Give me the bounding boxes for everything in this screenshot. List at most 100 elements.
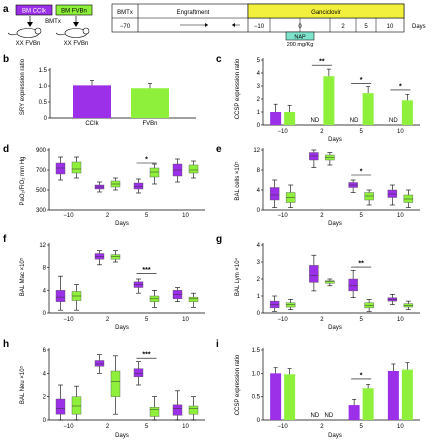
timeline-arrow-mid-head xyxy=(205,23,208,27)
ytick-i-0: 0 xyxy=(257,418,261,424)
box-d-s1-g0 xyxy=(71,161,82,174)
xtick-c-1: 2 xyxy=(320,129,324,135)
box-h-s0-g1 xyxy=(94,360,105,367)
ytick-c-1: 1 xyxy=(257,110,261,116)
bar-c-s1-g0 xyxy=(284,112,296,125)
xlabel-g: Days xyxy=(328,325,342,331)
xlabel-f: Days xyxy=(115,325,129,331)
ytick-b-0: 0 xyxy=(44,116,48,122)
sig-label-g-0: ** xyxy=(358,261,364,268)
timeline-tick-2: 2 xyxy=(341,24,345,30)
panel-i-ccsp-bar-chart: i CCSP expression ratio 0 0.5 1.0 1.5 −1… xyxy=(216,339,420,439)
bar-i-s1-g0 xyxy=(284,374,296,420)
donor-ccik-box xyxy=(15,4,53,16)
box-h-s1-g3 xyxy=(188,405,199,415)
panel-letter-i: i xyxy=(216,339,219,350)
xtick-i-0: −10 xyxy=(278,424,289,430)
arrow-ccik-head xyxy=(27,22,33,27)
nap-box xyxy=(285,31,315,41)
panel-letter-f: f xyxy=(3,234,7,245)
bar-c-s1-g3 xyxy=(401,100,413,125)
xlabel-i: Days xyxy=(328,433,342,439)
bar-i-s1-g3 xyxy=(401,369,413,420)
panel-e-bal-cells-box-chart: e BAL cells ×10⁵ 0 4 8 12 −10 2 5 10 Day… xyxy=(216,144,420,227)
panel-letter-g: g xyxy=(216,234,222,245)
sig-label-c-0: ** xyxy=(319,59,325,66)
xtick-f-0: −10 xyxy=(63,317,74,323)
xcats-g: −10 2 5 10 xyxy=(278,317,405,323)
sig-label-e-0: * xyxy=(360,169,363,176)
recipient-label-2: XX FVBn xyxy=(64,41,89,47)
panel-g-bal-lym-box-chart: g BAL Lym ×10⁴ 0 1 2 3 4 −10 2 5 10 Days… xyxy=(216,234,420,331)
xtick-h-1: 2 xyxy=(106,424,110,430)
xtick-h-3: 10 xyxy=(182,424,189,430)
xtick-e-3: 10 xyxy=(397,213,404,219)
xtick-i-2: 5 xyxy=(359,424,363,430)
box-h-s0-g3 xyxy=(172,404,183,416)
ytick-b-2: 1.0 xyxy=(39,84,48,90)
ytick-g-1: 1 xyxy=(257,294,261,300)
bar-b-0 xyxy=(73,85,111,118)
panel-letter-c: c xyxy=(216,54,222,65)
box-h-s1-g1 xyxy=(110,370,121,397)
bar-c-s1-g2 xyxy=(362,93,374,125)
bar-i-s0-g0 xyxy=(270,373,282,420)
box-d-s0-g0 xyxy=(55,162,66,175)
donor-fvbn-label: BM FVBn xyxy=(61,9,87,15)
yticks-e: 0 4 8 12 xyxy=(253,148,260,214)
xtick-c-2: 5 xyxy=(359,129,363,135)
xtick-d-3: 10 xyxy=(182,213,189,219)
ytick-b-3: 1.5 xyxy=(39,68,48,74)
timeline-tick-4: 10 xyxy=(387,24,394,30)
ytick-h-3: 6 xyxy=(43,348,47,354)
bar-i-s1-g2 xyxy=(362,388,374,420)
ylabel-e: BAL cells ×10⁵ xyxy=(234,161,241,201)
xtick-c-3: 10 xyxy=(397,129,404,135)
xcats-d: −10 2 5 10 xyxy=(63,213,189,219)
ylabel-g: BAL Lym ×10⁴ xyxy=(234,257,241,296)
panel-b-sry-bar-chart: b SRY expression ratio 0 0.5 1.0 1.5 CCI… xyxy=(3,54,196,127)
xtick-f-2: 5 xyxy=(145,317,149,323)
bmtx-label: BMTx xyxy=(45,19,61,25)
timeline-tick-1: 0 xyxy=(298,24,302,30)
bar-c-s1-g1 xyxy=(323,76,335,125)
sig-label-f-0: *** xyxy=(142,267,150,274)
xcats-h: −10 2 5 10 xyxy=(63,424,189,430)
ytick-h-2: 4 xyxy=(43,371,47,377)
ylabel-i: CCSP expression ratio xyxy=(235,354,241,415)
ytick-e-2: 8 xyxy=(257,168,261,174)
ytick-g-4: 4 xyxy=(257,243,261,249)
box-h-s0-g2 xyxy=(133,368,144,378)
ytick-c-5: 5 xyxy=(257,58,261,64)
ytick-g-0: 0 xyxy=(257,311,261,317)
ytick-f-3: 12 xyxy=(39,243,46,249)
xlabel-c: Days xyxy=(328,137,342,143)
ytick-g-2: 2 xyxy=(257,277,261,283)
bar-i-s0-g3 xyxy=(387,371,399,420)
nap-dose: 200 mg/Kg xyxy=(287,42,314,48)
panel-f-bal-mac-box-chart: f BAL Mac ×10⁵ 0 4 8 12 −10 2 5 10 Days … xyxy=(3,234,205,331)
nap-label: NAP xyxy=(294,35,306,41)
xtick-e-0: −10 xyxy=(278,213,289,219)
ytick-g-3: 3 xyxy=(257,260,261,266)
ytick-e-3: 12 xyxy=(253,148,260,154)
nd-label-c-0: ND xyxy=(311,118,320,124)
ylabel-f: BAL Mac ×10⁵ xyxy=(19,257,26,296)
xlabel-e: Days xyxy=(328,221,342,227)
ytick-c-4: 4 xyxy=(257,71,261,77)
box-g-s1-g0 xyxy=(285,302,296,308)
xtick-b-0: CCIk xyxy=(85,121,99,127)
ytick-f-2: 8 xyxy=(43,266,47,272)
ytick-f-1: 4 xyxy=(43,288,47,294)
panel-letter-b: b xyxy=(3,54,9,65)
xtick-g-3: 10 xyxy=(397,317,404,323)
yticks-b: 0 0.5 1.0 1.5 xyxy=(39,68,48,122)
mouse-icon-1 xyxy=(7,27,42,38)
panel-letter-h: h xyxy=(3,339,9,350)
xtick-f-3: 10 xyxy=(182,317,189,323)
box-f-s1-g1 xyxy=(110,254,121,260)
xtick-c-0: −10 xyxy=(278,129,289,135)
yticks-i: 0 0.5 1.0 1.5 xyxy=(252,348,261,424)
yticks-f: 0 4 8 12 xyxy=(39,243,46,317)
xtick-e-1: 2 xyxy=(320,213,324,219)
